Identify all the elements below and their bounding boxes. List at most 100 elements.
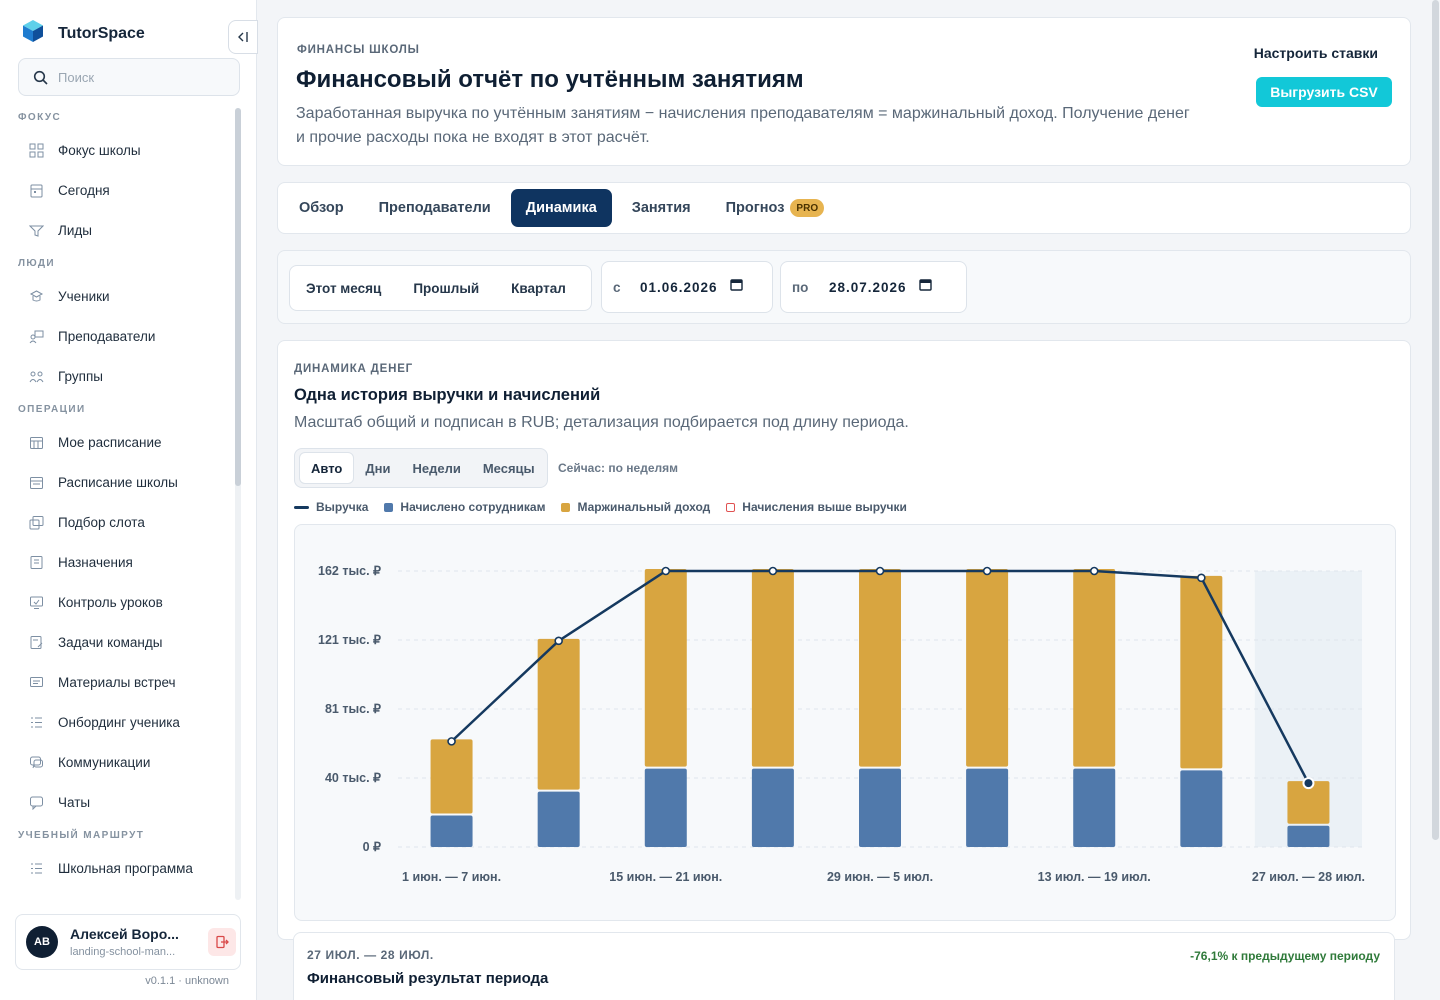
x-tick-label: 15 июн. — 21 июн. <box>609 870 722 884</box>
bar-margin <box>1180 575 1223 769</box>
sidebar-item-label: Сегодня <box>58 182 110 198</box>
page-scrollbar[interactable] <box>1432 0 1439 840</box>
period-preset-button[interactable]: Этот месяц <box>306 280 382 296</box>
tab-2[interactable]: Преподаватели <box>364 189 506 227</box>
sidebar-item-label: Задачи команды <box>58 634 163 650</box>
bar-staff-accrued <box>859 768 901 847</box>
program-list-icon <box>28 860 44 876</box>
legend-over-swatch <box>726 502 736 512</box>
revenue-point <box>768 566 778 576</box>
export-csv-button[interactable]: Выгрузить CSV <box>1256 77 1392 107</box>
search-icon <box>33 70 48 85</box>
legend-revenue: Выручка <box>294 500 368 514</box>
revenue-point <box>554 636 563 646</box>
tab-5[interactable]: Прогноз PRO <box>711 189 839 227</box>
groups-icon <box>28 368 44 384</box>
y-tick-label: 40 тыс. ₽ <box>325 771 382 785</box>
user-name: Алексей Воро... <box>70 926 179 942</box>
meeting-materials-icon <box>28 674 44 690</box>
result-range: 27 ИЮЛ. — 28 ИЮЛ. <box>307 948 434 962</box>
revenue-point <box>447 737 456 746</box>
granularity-switch: Авто Дни Недели Месяцы <box>294 448 548 488</box>
bar-margin <box>537 638 580 790</box>
chats-icon <box>28 794 44 810</box>
tab-1[interactable]: Обзор <box>284 189 359 227</box>
sidebar-item[interactable]: Расписание школы <box>0 462 244 502</box>
date-to-label: по <box>792 279 809 295</box>
period-presets: Этот месяц Прошлый Квартал <box>289 265 592 311</box>
sidebar-item-label: Школьная программа <box>58 860 193 876</box>
tab-label: Обзор <box>299 200 344 216</box>
granularity-option[interactable]: Месяцы <box>482 460 535 476</box>
communications-icon <box>28 754 44 770</box>
search-input[interactable] <box>58 69 228 85</box>
bar-staff-accrued <box>644 768 687 847</box>
calendar-icon <box>28 434 44 450</box>
revenue-point <box>1302 777 1315 790</box>
sidebar-item[interactable]: Преподаватели <box>0 316 244 356</box>
sidebar-item[interactable]: Сегодня <box>0 170 244 210</box>
legend-over: Начисления выше выручки <box>726 500 907 514</box>
sidebar-item[interactable]: Мое расписание <box>0 422 244 462</box>
sidebar-item[interactable]: Школьная программа <box>0 848 244 888</box>
granularity-option[interactable]: Дни <box>365 460 391 476</box>
sidebar-item-label: Расписание школы <box>58 474 178 490</box>
y-tick-label: 121 тыс. ₽ <box>318 633 382 647</box>
leads-funnel-icon <box>28 222 44 238</box>
team-tasks-icon <box>28 634 44 650</box>
tab-label: Преподаватели <box>378 200 491 216</box>
date-to-field[interactable]: по 28.07.2026 <box>780 261 967 313</box>
sidebar-section-title: ФОКУС <box>18 111 62 123</box>
sidebar-item[interactable]: Лиды <box>0 210 244 250</box>
slot-picker-icon <box>28 514 44 530</box>
brand-name: TutorSpace <box>58 24 145 42</box>
sidebar-item[interactable]: Коммуникации <box>0 742 244 782</box>
sidebar-item[interactable]: Чаты <box>0 782 244 822</box>
y-tick-label: 81 тыс. ₽ <box>325 702 382 716</box>
period-preset-button[interactable]: Прошлый <box>413 280 480 296</box>
sidebar-nav: ФОКУС Фокус школы Сегодня Лиды ЛЮДИ Ученики Пр… <box>0 104 244 900</box>
calendar-icon[interactable] <box>729 278 743 296</box>
sidebar-item[interactable]: Фокус школы <box>0 130 244 170</box>
sidebar-item[interactable]: Задачи команды <box>0 622 244 662</box>
bar-margin <box>751 569 794 767</box>
sidebar-item[interactable]: Назначения <box>0 542 244 582</box>
calendar-icon[interactable] <box>918 278 932 296</box>
tab-4[interactable]: Занятия <box>617 189 706 227</box>
legend-staff: Начислено сотрудникам <box>384 500 545 514</box>
logout-button[interactable] <box>208 928 236 956</box>
configure-rates-link[interactable]: Настроить ставки <box>1253 45 1378 61</box>
revenue-point <box>982 566 992 576</box>
legend-staff-swatch <box>384 502 394 512</box>
date-from-field[interactable]: с 01.06.2026 <box>601 261 773 313</box>
collapse-sidebar-button[interactable] <box>228 20 258 54</box>
tab-3[interactable]: Динамика <box>510 189 612 227</box>
period-result-card: 27 ИЮЛ. — 28 ИЮЛ. Финансовый результат п… <box>293 932 1395 1000</box>
result-title: Финансовый результат периода <box>307 970 549 987</box>
sidebar-scrollbar-thumb[interactable] <box>235 108 241 486</box>
period-preset-button[interactable]: Квартал <box>511 280 566 296</box>
sidebar-item[interactable]: Контроль уроков <box>0 582 244 622</box>
granularity-option[interactable]: Недели <box>412 460 461 476</box>
sidebar-item-label: Коммуникации <box>58 754 151 770</box>
sidebar-item-label: Фокус школы <box>58 142 141 158</box>
revenue-point <box>661 566 671 576</box>
sidebar-scrollbar[interactable] <box>235 108 241 900</box>
brand[interactable]: TutorSpace <box>20 18 145 49</box>
sidebar-item[interactable]: Материалы встреч <box>0 662 244 702</box>
date-from-value: 01.06.2026 <box>640 279 718 295</box>
sidebar-item[interactable]: Ученики <box>0 276 244 316</box>
bar-margin <box>859 569 901 767</box>
sidebar-item[interactable]: Подбор слота <box>0 502 244 542</box>
bar-staff-accrued <box>1073 768 1116 847</box>
money-dynamics-card: ДИНАМИКА ДЕНЕГ Одна история выручки и на… <box>277 340 1411 940</box>
sidebar-item[interactable]: Группы <box>0 356 244 396</box>
granularity-option[interactable]: Авто <box>299 452 355 484</box>
user-meta: Алексей Воро... landing-school-man... <box>70 926 196 958</box>
y-tick-label: 162 тыс. ₽ <box>318 564 382 578</box>
sidebar-item[interactable]: Онбординг ученика <box>0 702 244 742</box>
report-header: ФИНАНСЫ ШКОЛЫ Финансовый отчёт по учтённ… <box>277 17 1411 166</box>
period-filter: Этот месяц Прошлый Квартал с 01.06.2026 по… <box>277 250 1411 324</box>
user-card[interactable]: АВ Алексей Воро... landing-school-man... <box>15 914 241 970</box>
sidebar-section-title: ОПЕРАЦИИ <box>18 403 86 415</box>
